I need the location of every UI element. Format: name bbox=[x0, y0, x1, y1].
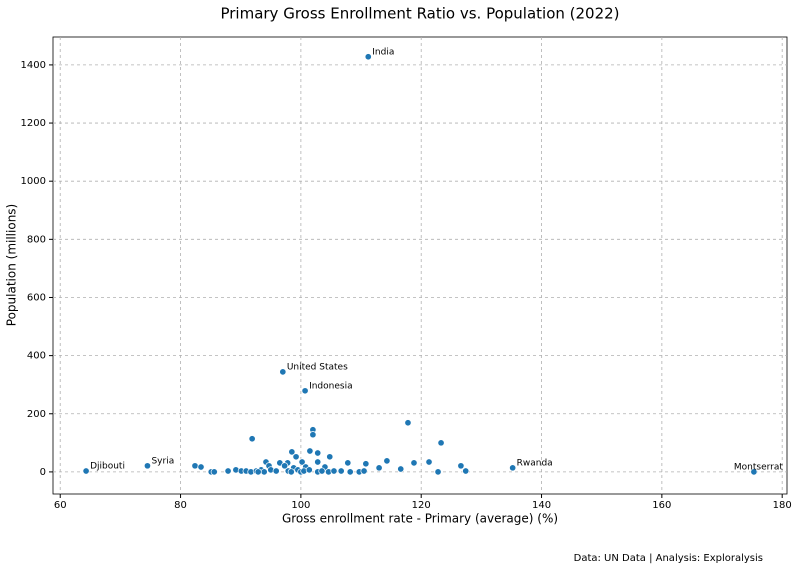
point bbox=[383, 457, 391, 465]
point bbox=[462, 467, 470, 475]
point bbox=[344, 459, 352, 467]
x-tick-label: 80 bbox=[174, 500, 187, 511]
point bbox=[260, 468, 268, 476]
point-label: India bbox=[372, 47, 394, 57]
x-tick-label: 180 bbox=[773, 500, 792, 511]
point bbox=[437, 439, 445, 447]
x-axis-label: Gross enrollment rate - Primary (average… bbox=[282, 512, 558, 526]
point bbox=[191, 462, 199, 470]
point bbox=[197, 463, 205, 471]
point bbox=[346, 468, 354, 476]
point bbox=[326, 453, 334, 461]
y-tick-label: 1400 bbox=[21, 60, 46, 71]
y-tick-label: 200 bbox=[27, 409, 46, 420]
plot-frame bbox=[52, 36, 788, 495]
y-tick-label: 800 bbox=[27, 234, 46, 245]
point bbox=[288, 448, 296, 456]
x-tick-label: 60 bbox=[54, 500, 67, 511]
point bbox=[397, 465, 405, 473]
y-tick-label: 400 bbox=[27, 351, 46, 362]
point bbox=[457, 462, 465, 470]
x-tick-label: 140 bbox=[532, 500, 551, 511]
point bbox=[306, 447, 314, 455]
y-tick-label: 1000 bbox=[21, 176, 46, 187]
chart-title: Primary Gross Enrollment Ratio vs. Popul… bbox=[220, 5, 619, 23]
point bbox=[279, 368, 287, 376]
point bbox=[272, 467, 280, 475]
point-label: Montserrat bbox=[734, 462, 783, 472]
y-tick-label: 0 bbox=[40, 467, 46, 478]
point-label: Rwanda bbox=[517, 458, 553, 468]
point bbox=[309, 431, 317, 439]
point bbox=[292, 453, 300, 461]
point bbox=[362, 460, 370, 468]
point bbox=[224, 467, 232, 475]
point bbox=[314, 458, 322, 466]
point bbox=[375, 464, 383, 472]
point bbox=[337, 467, 345, 475]
point bbox=[509, 464, 517, 472]
point bbox=[330, 467, 338, 475]
point bbox=[301, 387, 309, 395]
x-tick-label: 160 bbox=[652, 500, 671, 511]
point bbox=[210, 468, 218, 476]
point bbox=[318, 467, 326, 475]
point bbox=[434, 468, 442, 476]
point-label: Indonesia bbox=[309, 381, 353, 391]
point bbox=[287, 468, 295, 476]
x-tick-label: 120 bbox=[412, 500, 431, 511]
point bbox=[360, 467, 368, 475]
point bbox=[314, 449, 322, 457]
point bbox=[425, 458, 433, 466]
point bbox=[750, 468, 758, 476]
y-tick-label: 1200 bbox=[21, 118, 46, 129]
point-label: Djibouti bbox=[90, 462, 125, 472]
point bbox=[248, 435, 256, 443]
y-axis-label: Population (millions) bbox=[5, 204, 19, 326]
point bbox=[305, 466, 313, 474]
point-label: Syria bbox=[151, 456, 174, 466]
footer: Data: UN Data | Analysis: Exploralysis bbox=[574, 553, 763, 564]
point bbox=[364, 53, 372, 61]
point bbox=[404, 419, 412, 427]
point bbox=[254, 468, 262, 476]
point bbox=[143, 462, 152, 470]
y-tick-label: 600 bbox=[27, 292, 46, 303]
point bbox=[82, 467, 90, 475]
point bbox=[281, 462, 289, 470]
x-tick-label: 100 bbox=[291, 500, 310, 511]
point bbox=[410, 459, 418, 467]
point-label: United States bbox=[287, 362, 348, 372]
point bbox=[298, 458, 306, 466]
